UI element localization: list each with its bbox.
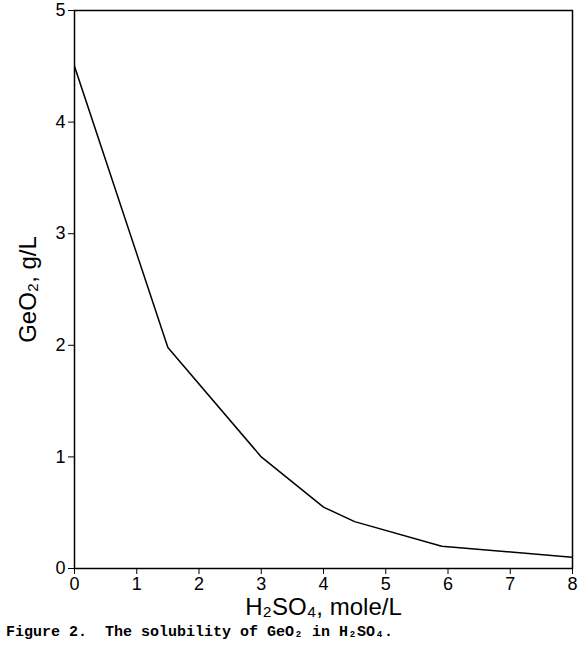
svg-text:1: 1 [55, 447, 65, 467]
svg-text:4: 4 [318, 574, 328, 594]
svg-text:0: 0 [55, 558, 65, 578]
svg-text:2: 2 [55, 335, 65, 355]
svg-text:5: 5 [381, 574, 391, 594]
svg-text:6: 6 [443, 574, 453, 594]
svg-text:0: 0 [69, 574, 79, 594]
svg-text:7: 7 [505, 574, 515, 594]
svg-text:3: 3 [256, 574, 266, 594]
svg-text:GeO₂, g/L: GeO₂, g/L [14, 236, 41, 343]
svg-text:H₂SO₄, mole/L: H₂SO₄, mole/L [245, 593, 402, 620]
svg-text:1: 1 [132, 574, 142, 594]
svg-text:8: 8 [567, 574, 577, 594]
svg-text:2: 2 [194, 574, 204, 594]
svg-text:3: 3 [55, 223, 65, 243]
svg-text:5: 5 [55, 0, 65, 20]
svg-text:4: 4 [55, 112, 65, 132]
html-text:Figure 2. The solubility of Ge: Figure 2. The solubility of GeO₂ in H₂SO… [6, 624, 394, 641]
